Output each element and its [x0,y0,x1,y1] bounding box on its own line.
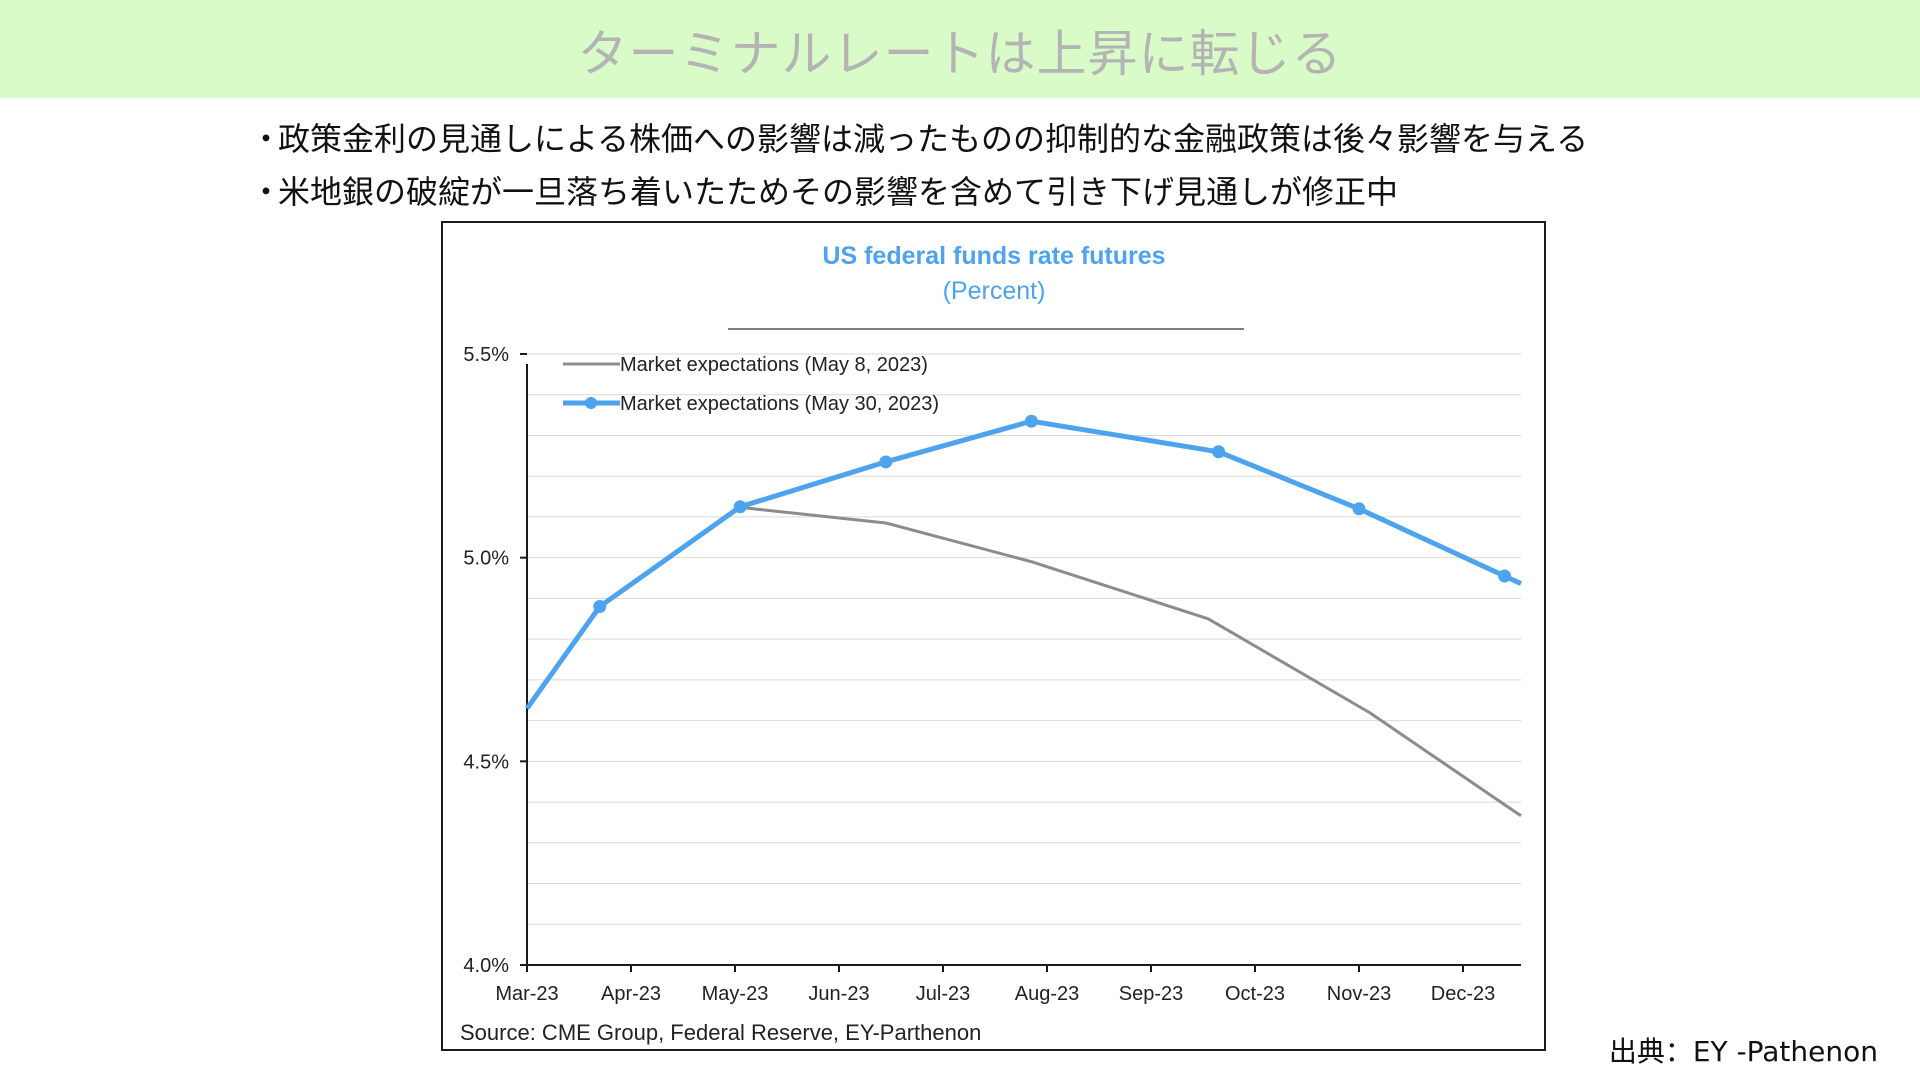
y-tick-label: 4.5% [463,751,509,773]
axes [526,364,1521,966]
x-tick-label: Aug-23 [1015,983,1080,1005]
data-point-may30 [593,600,607,614]
data-point-may30 [879,455,893,469]
x-tick-label: Apr-23 [601,983,661,1005]
fed-funds-futures-chart: US federal funds rate futures (Percent) … [460,242,1523,1045]
y-tick-label: 4.0% [463,955,509,977]
bullet-marker: ・ [250,173,283,211]
legend: Market expectations (May 8, 2023) Market… [563,354,939,415]
bullet-list: ・政策金利の見通しによる株価への影響は減ったものの抑制的な金融政策は後々影響を与… [250,113,1750,219]
data-point-may30 [1024,414,1038,428]
legend-label-may30: Market expectations (May 30, 2023) [620,393,939,415]
source-credit: 出典：EY -Pathenon [1608,1035,1878,1068]
x-tick-label: Jul-23 [916,983,970,1005]
y-tick-labels: 4.0% 4.5% 5.0% 5.5% [463,344,527,977]
bullet-marker: ・ [250,120,283,158]
legend-marker-may30 [585,397,597,409]
x-tick-label: Oct-23 [1225,983,1285,1005]
x-tick-labels: Mar-23 Apr-23 May-23 Jun-23 Jul-23 Aug-23 Sep-… [495,965,1495,1005]
bullet-text-1: 政策金利の見通しによる株価への影響は減ったものの抑制的な金融政策は後々影響を与え… [278,120,1589,158]
x-tick-label: Dec-23 [1431,983,1495,1005]
slide-title: ターミナルレートは上昇に転じる [577,25,1343,83]
data-point-may30 [733,500,747,514]
x-tick-label: Jun-23 [808,983,869,1005]
data-point-may30 [1212,445,1226,459]
x-tick-label: Sep-23 [1119,983,1184,1005]
x-tick-label: Mar-23 [495,983,558,1005]
gridlines [527,353,1521,925]
data-point-may30 [1352,502,1366,516]
legend-label-may8: Market expectations (May 8, 2023) [620,354,928,376]
title-band [0,0,1920,98]
chart-source: Source: CME Group, Federal Reserve, EY-P… [460,1020,981,1045]
x-tick-label: May-23 [702,983,769,1005]
series-line-may8 [734,505,1522,818]
y-tick-label: 5.5% [463,344,509,366]
x-tick-label: Nov-23 [1327,983,1391,1005]
chart-subtitle: (Percent) [943,277,1046,305]
y-tick-label: 5.0% [463,548,509,570]
data-point-may30 [1498,569,1512,583]
bullet-item: ・米地銀の破綻が一旦落ち着いたためその影響を含めて引き下げ見通しが修正中 [250,166,1750,219]
series-line-may30 [524,418,1523,710]
chart-title: US federal funds rate futures [822,242,1165,270]
series-layer [524,414,1523,818]
bullet-item: ・政策金利の見通しによる株価への影響は減ったものの抑制的な金融政策は後々影響を与… [250,113,1750,166]
chart-frame: US federal funds rate futures (Percent) … [441,221,1546,1051]
bullet-text-2: 米地銀の破綻が一旦落ち着いたためその影響を含めて引き下げ見通しが修正中 [278,173,1399,211]
